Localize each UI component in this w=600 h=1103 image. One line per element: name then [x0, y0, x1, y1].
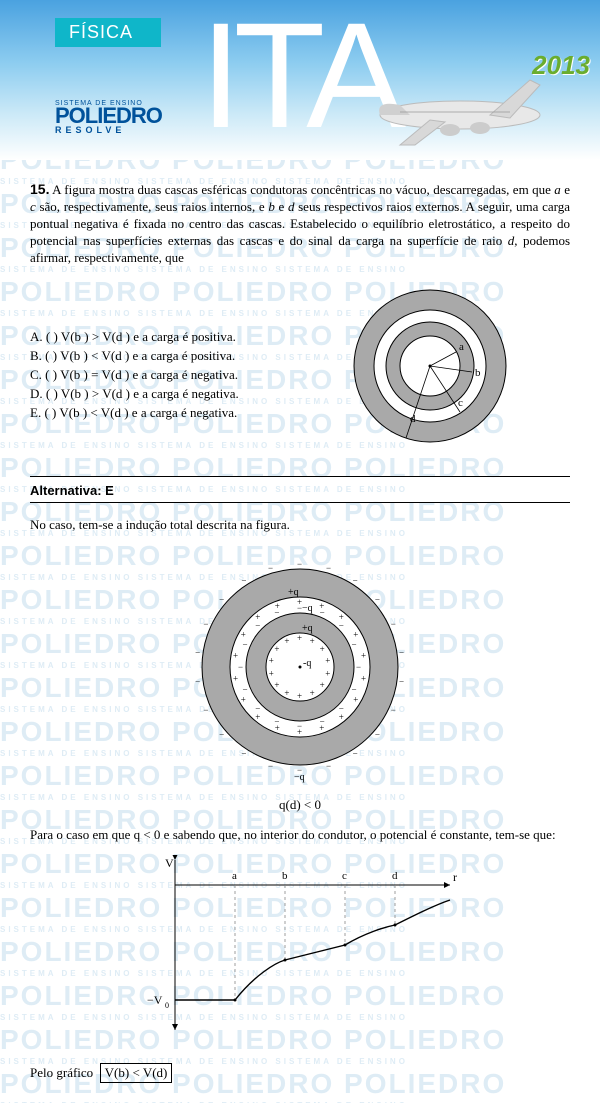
svg-text:b: b	[282, 870, 288, 882]
svg-text:+: +	[310, 636, 315, 646]
divider-bottom	[30, 502, 570, 503]
svg-text:−: −	[203, 620, 208, 630]
option-a: A. ( ) V(b ) > V(d ) e a carga é positiv…	[30, 329, 290, 345]
svg-text:−: −	[352, 640, 357, 650]
svg-text:+: +	[284, 689, 289, 699]
svg-text:d: d	[410, 413, 416, 425]
svg-text:+: +	[274, 681, 279, 691]
svg-text:+q: +q	[302, 623, 313, 634]
svg-text:+: +	[284, 636, 289, 646]
svg-text:−: −	[241, 576, 246, 586]
svg-text:+: +	[275, 724, 280, 734]
question-number: 15.	[30, 181, 49, 197]
svg-text:+: +	[241, 630, 246, 640]
svg-text:−: −	[399, 648, 404, 658]
svg-text:+: +	[319, 601, 324, 611]
svg-text:+: +	[320, 681, 325, 691]
potential-graph: V r a b c d −V 0	[0, 847, 600, 1055]
svg-text:V: V	[165, 856, 174, 870]
svg-text:+: +	[310, 689, 315, 699]
svg-text:−V: −V	[147, 993, 163, 1007]
svg-text:−: −	[326, 761, 331, 771]
svg-text:+: +	[255, 613, 260, 623]
svg-text:−: −	[268, 564, 273, 574]
svg-text:−: −	[268, 761, 273, 771]
svg-text:+q: +q	[288, 587, 299, 598]
svg-text:+: +	[233, 674, 238, 684]
svg-text:0: 0	[165, 1001, 169, 1010]
svg-text:+: +	[269, 669, 274, 679]
svg-text:r: r	[453, 870, 457, 884]
svg-text:−: −	[375, 730, 380, 740]
svg-text:−q: −q	[302, 603, 313, 614]
svg-text:−: −	[375, 595, 380, 605]
header-banner: FÍSICA ITA 2013 SISTEMA DE ENSINO POLIED…	[0, 0, 600, 160]
airplane-icon	[350, 70, 550, 150]
svg-text:+: +	[241, 695, 246, 705]
svg-text:+: +	[339, 613, 344, 623]
poliedro-logo: SISTEMA DE ENSINO POLIEDRO RESOLVE	[55, 100, 162, 135]
svg-text:+: +	[255, 712, 260, 722]
svg-text:−q: −q	[294, 772, 305, 783]
svg-text:c: c	[342, 870, 347, 882]
divider-top	[30, 476, 570, 477]
option-c: C. ( ) V(b ) = V(d ) e a carga é negativ…	[30, 367, 290, 383]
svg-text:−: −	[326, 564, 331, 574]
options-list: A. ( ) V(b ) > V(d ) e a carga é positiv…	[30, 309, 290, 424]
svg-text:+: +	[361, 674, 366, 684]
svg-text:+: +	[319, 724, 324, 734]
svg-text:−: −	[297, 559, 302, 569]
svg-text:b: b	[475, 367, 481, 379]
svg-text:−: −	[219, 730, 224, 740]
svg-text:+: +	[353, 695, 358, 705]
svg-text:−: −	[238, 662, 243, 672]
svg-text:−: −	[242, 685, 247, 695]
svg-text:+: +	[297, 633, 302, 643]
svg-text:−: −	[352, 685, 357, 695]
subject-tag: FÍSICA	[55, 18, 161, 47]
svg-text:+: +	[274, 644, 279, 654]
boxed-result: V(b) < V(d)	[100, 1063, 173, 1083]
svg-text:+: +	[233, 651, 238, 661]
svg-text:a: a	[232, 870, 237, 882]
qd-inequality: q(d) < 0	[0, 791, 600, 823]
svg-text:+: +	[320, 644, 325, 654]
figure-shells: a b c d	[290, 276, 570, 456]
svg-text:+: +	[339, 712, 344, 722]
figure-induction: -q ++++++++++++++−−−−−−−−−−−−−−−−+++++++…	[0, 537, 600, 791]
option-b: B. ( ) V(b ) < V(d ) e a carga é positiv…	[30, 348, 290, 364]
option-e: E. ( ) V(b ) < V(d ) e a carga é negativ…	[30, 405, 290, 421]
svg-text:c: c	[458, 397, 463, 409]
svg-text:−: −	[195, 677, 200, 687]
svg-text:−: −	[356, 662, 361, 672]
svg-text:+: +	[297, 691, 302, 701]
answer-label: Alternativa: E	[0, 481, 600, 500]
question-body: A figura mostra duas cascas esféricas co…	[30, 182, 570, 265]
svg-text:-q: -q	[303, 658, 311, 669]
svg-text:+: +	[361, 651, 366, 661]
svg-text:−: −	[353, 749, 358, 759]
svg-text:+: +	[269, 656, 274, 666]
logo-main: POLIEDRO	[55, 107, 162, 125]
svg-text:+: +	[353, 630, 358, 640]
svg-text:+: +	[325, 656, 330, 666]
svg-text:−: −	[391, 705, 396, 715]
explanation-2: Para o caso em que q < 0 e sabendo que, …	[0, 823, 600, 847]
svg-text:−: −	[195, 648, 200, 658]
svg-text:−: −	[242, 640, 247, 650]
svg-text:+: +	[297, 727, 302, 737]
svg-text:a: a	[459, 341, 464, 353]
svg-text:−: −	[203, 705, 208, 715]
svg-text:−: −	[241, 749, 246, 759]
svg-text:−: −	[219, 595, 224, 605]
svg-text:−: −	[399, 677, 404, 687]
question-text: 15. A figura mostra duas cascas esférica…	[0, 160, 600, 276]
svg-text:−: −	[353, 576, 358, 586]
svg-text:+: +	[275, 601, 280, 611]
svg-text:−: −	[391, 620, 396, 630]
explanation-1: No caso, tem-se a indução total descrita…	[0, 513, 600, 537]
svg-text:+: +	[325, 669, 330, 679]
option-d: D. ( ) V(b ) > V(d ) e a carga é negativ…	[30, 386, 290, 402]
svg-text:d: d	[392, 870, 398, 882]
